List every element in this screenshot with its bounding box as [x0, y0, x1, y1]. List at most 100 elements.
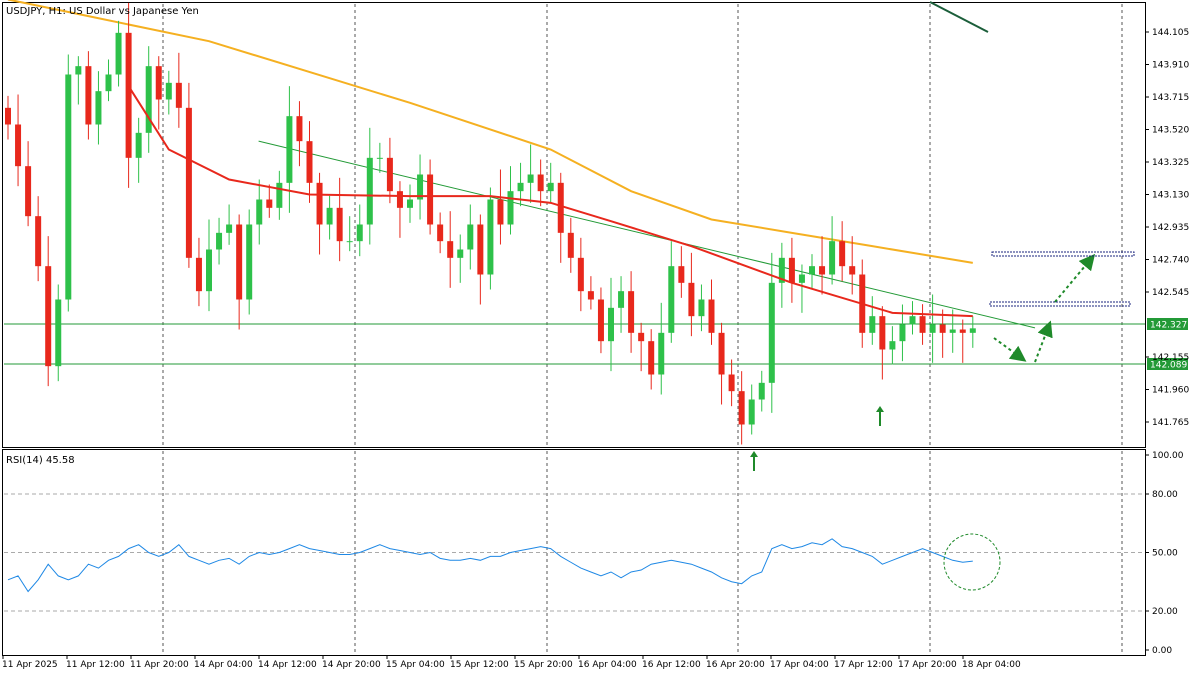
projection-arrow	[1034, 320, 1053, 363]
candle-body	[216, 232, 223, 250]
candle-body	[135, 132, 142, 158]
candle-body	[75, 66, 82, 75]
time-tick-label: 15 Apr 20:00	[514, 660, 573, 670]
candle-body	[698, 299, 705, 317]
candle-body	[708, 299, 715, 333]
candle-body	[447, 241, 454, 258]
candle-body	[45, 266, 52, 367]
candle-body	[246, 224, 253, 300]
time-tick-label: 14 Apr 12:00	[258, 660, 317, 670]
projection-arrow	[1054, 253, 1096, 303]
ma-red-line	[127, 85, 973, 318]
target-zone	[991, 251, 1135, 257]
candle-body	[597, 299, 604, 342]
candle-body	[537, 174, 544, 192]
candle-body	[5, 107, 11, 125]
candle-body	[839, 241, 846, 267]
rsi-tick-label: 50.00	[1152, 549, 1178, 559]
candle-body	[507, 191, 514, 225]
candle-body	[618, 291, 625, 308]
candle-body	[969, 328, 976, 333]
candle-body	[256, 199, 263, 225]
candle-body	[819, 266, 826, 275]
candle-body	[628, 291, 635, 333]
candle-body	[326, 207, 333, 225]
annotations	[750, 251, 1135, 591]
candle-body	[396, 191, 403, 208]
candle-body	[477, 224, 484, 275]
level-price-text: 142.327	[1150, 321, 1187, 331]
candle-body	[688, 282, 695, 317]
rsi-highlight-circle	[943, 533, 1001, 591]
candle-body	[879, 316, 886, 350]
candle-body	[939, 324, 946, 333]
candle-body	[899, 324, 906, 342]
candle-body	[346, 241, 353, 243]
candle-body	[376, 157, 383, 159]
price-tick-label: 143.910	[1152, 61, 1189, 71]
up-arrow-head	[876, 406, 884, 412]
chart-title: USDJPY, H1: US Dollar vs Japanese Yen	[6, 6, 199, 17]
candle-body	[55, 299, 62, 367]
candle-body	[738, 391, 745, 425]
time-tick-label: 11 Apr 2025	[2, 660, 58, 670]
candle-body	[276, 182, 283, 208]
candle-body	[437, 224, 444, 242]
rsi-tick-label: 80.00	[1152, 490, 1178, 500]
rsi-tick-label: 0.00	[1152, 646, 1172, 656]
time-tick-label: 18 Apr 04:00	[962, 660, 1021, 670]
candle-body	[266, 199, 273, 208]
candle-body	[306, 141, 313, 183]
candle-body	[919, 316, 926, 333]
time-tick-label: 17 Apr 20:00	[898, 660, 957, 670]
candle-body	[758, 382, 765, 400]
candle-body	[778, 257, 785, 283]
price-tick-label: 143.715	[1152, 93, 1189, 103]
price-tick-label: 142.545	[1152, 288, 1189, 298]
price-panel-frame	[2, 2, 1146, 448]
candle-body	[889, 341, 896, 350]
trendline	[258, 140, 1036, 329]
ma-green-line	[929, 1, 989, 33]
candle-body	[195, 257, 202, 292]
trendline-line	[258, 140, 1036, 329]
candle-body	[587, 291, 594, 300]
rsi-tick-label: 100.00	[1152, 451, 1184, 461]
candle-body	[829, 241, 836, 275]
candle-body	[115, 32, 122, 75]
rsi-level-lines	[4, 493, 1145, 612]
candle-body	[849, 266, 856, 275]
candles	[5, 2, 976, 445]
candle-body	[668, 266, 675, 333]
candle-body	[959, 329, 966, 333]
candle-body	[155, 66, 162, 100]
candle-body	[768, 282, 775, 383]
candle-body	[236, 224, 243, 300]
projection-arrow	[993, 337, 1027, 362]
rsi-title: RSI(14) 45.58	[6, 455, 75, 466]
candle-body	[788, 257, 795, 283]
rsi-tick-label: 20.00	[1152, 607, 1178, 617]
candle-body	[869, 316, 876, 333]
price-tick-label: 143.325	[1152, 158, 1189, 168]
candle-body	[85, 66, 92, 125]
time-tick-label: 17 Apr 12:00	[834, 660, 893, 670]
price-tick-label: 143.520	[1152, 126, 1189, 136]
price-tick-label: 142.740	[1152, 256, 1189, 266]
candle-body	[748, 399, 755, 425]
candle-body	[206, 249, 212, 292]
candle-body	[638, 332, 645, 342]
target-zone	[989, 301, 1131, 307]
candle-body	[366, 157, 373, 225]
time-tick-label: 14 Apr 04:00	[194, 660, 253, 670]
candle-body	[407, 199, 413, 208]
candle-body	[658, 332, 665, 375]
candle-body	[909, 316, 916, 325]
candle-body	[286, 116, 293, 183]
level-price-tag	[1147, 358, 1188, 370]
candle-body	[497, 199, 504, 225]
time-axis: 11 Apr 2025 11 Apr 12:00 11 Apr 20:00 14 Ap…	[2, 655, 1021, 670]
price-tick-label: 142.155	[1152, 353, 1189, 363]
price-tick-label: 141.960	[1152, 386, 1189, 396]
